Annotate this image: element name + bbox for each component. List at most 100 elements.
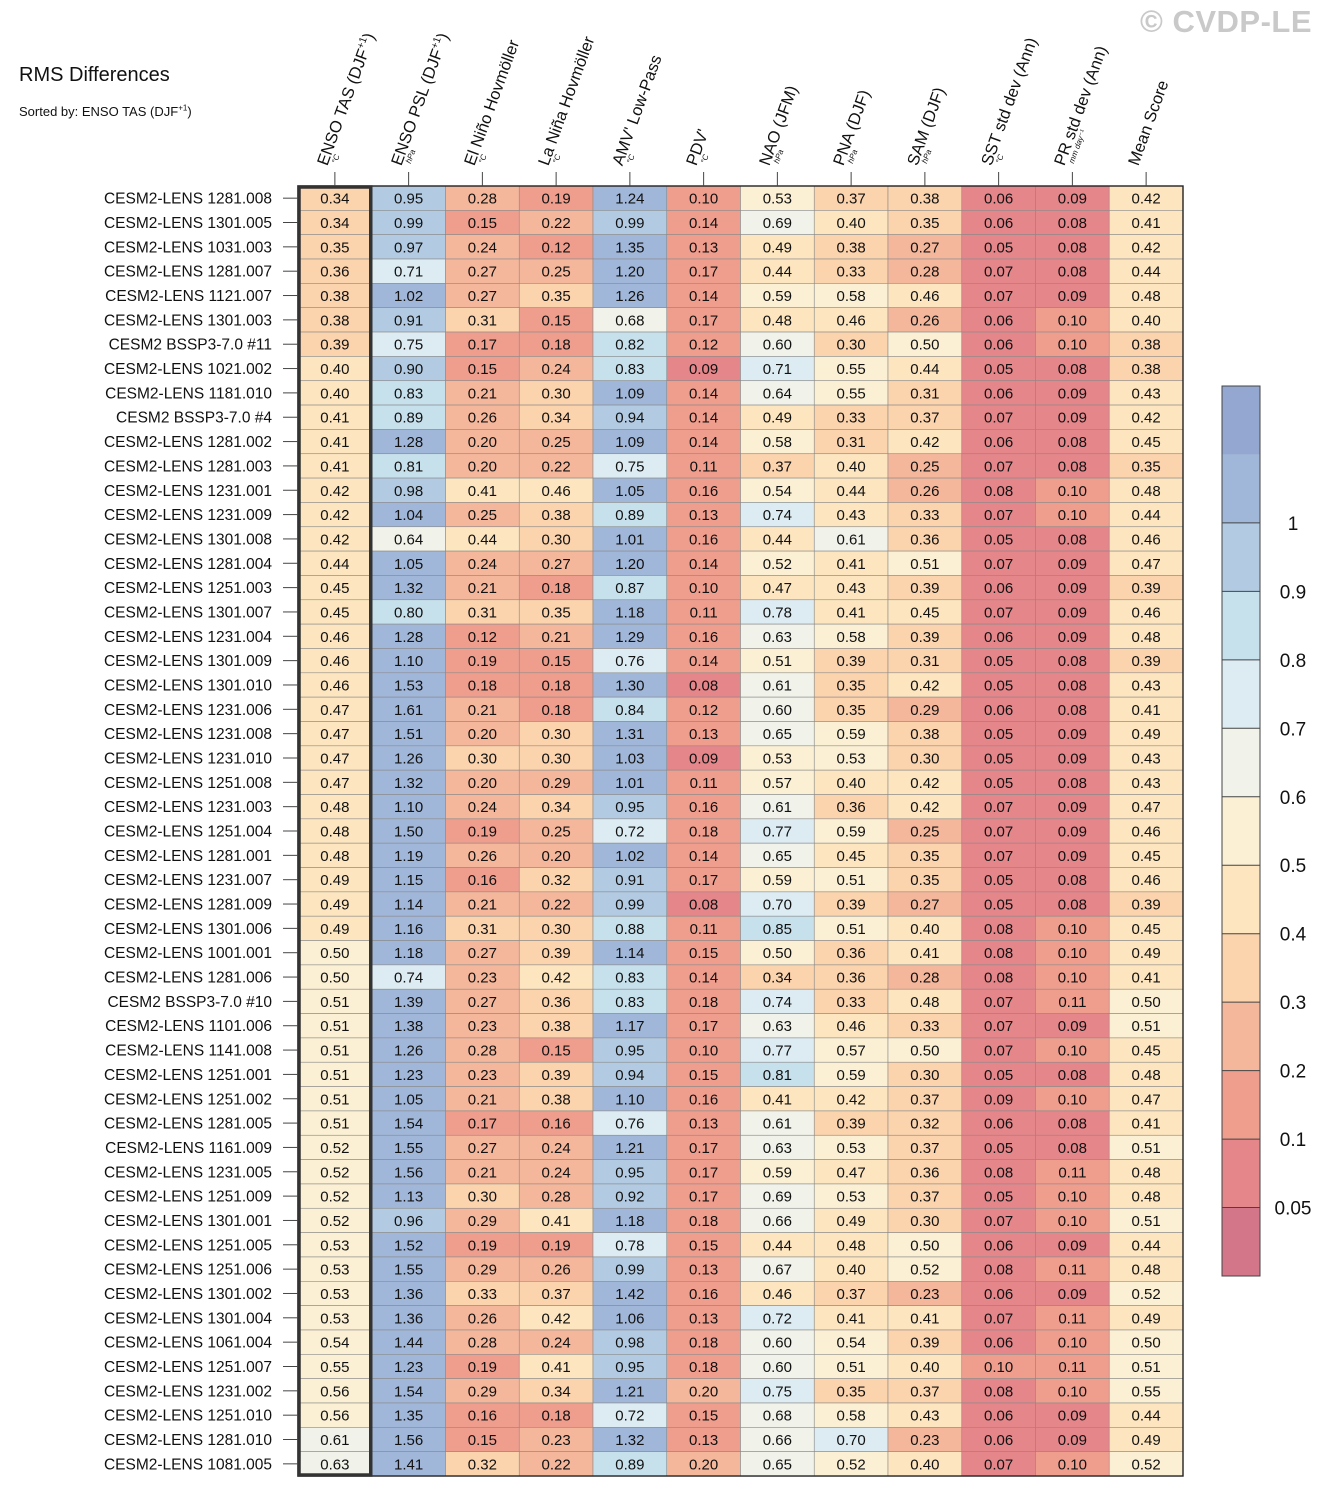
heatmap-cell [666, 915, 741, 941]
heatmap-cell [1035, 1256, 1110, 1282]
cell-value: 0.05 [984, 726, 1013, 743]
row-label: CESM2-LENS 1121.007 [105, 288, 272, 305]
heatmap-cell [1108, 234, 1184, 260]
cell-value: 0.18 [542, 677, 571, 694]
cell-value: 0.50 [910, 337, 939, 354]
colorbar-segment [1222, 865, 1260, 934]
cell-value: 0.41 [837, 1310, 866, 1327]
heatmap-cell [445, 380, 520, 406]
cell-value: 0.14 [689, 288, 718, 305]
cell-value: 0.53 [837, 1189, 866, 1206]
cell-value: 0.27 [468, 288, 497, 305]
cell-value: 0.24 [468, 799, 497, 816]
cell-value: 0.24 [468, 239, 497, 256]
heatmap-cell [666, 185, 741, 211]
cell-value: 0.60 [763, 702, 792, 719]
heatmap-cell [518, 599, 594, 625]
cell-value: 0.36 [320, 264, 349, 281]
cell-value: 0.09 [984, 1091, 1013, 1108]
cell-value: 0.16 [468, 872, 497, 889]
cell-value: 0.18 [689, 1213, 718, 1230]
cell-value: 0.89 [615, 1456, 644, 1473]
cell-value: 0.28 [542, 1189, 571, 1206]
heatmap-cell [592, 1134, 668, 1160]
cell-value: 0.31 [837, 434, 866, 451]
cell-value: 0.10 [1058, 1189, 1087, 1206]
heatmap-cell [740, 453, 815, 479]
cell-value: 0.64 [394, 531, 423, 548]
cell-value: 0.07 [984, 556, 1013, 573]
cell-value: 1.10 [394, 799, 423, 816]
cell-value: 0.34 [320, 215, 349, 232]
heatmap-cell [445, 842, 520, 868]
cell-value: 0.21 [468, 1164, 497, 1181]
colorbar: 0.05 0.1 0.2 0.3 0.4 0.5 0.6 0.7 0.8 0.9 1 [1221, 385, 1311, 1277]
heatmap-cell [887, 648, 963, 674]
cell-value: 0.31 [910, 653, 939, 670]
heatmap-cell [592, 1354, 668, 1379]
cell-value: 0.08 [1058, 215, 1087, 232]
cell-value: 0.58 [837, 629, 866, 646]
heatmap-cell [518, 721, 594, 747]
heatmap-cell [666, 1037, 741, 1063]
heatmap-cell [740, 1086, 815, 1112]
cell-value: 0.53 [763, 191, 792, 208]
heatmap-cell [961, 380, 1036, 406]
cell-value: 0.94 [615, 1067, 644, 1084]
heatmap-cell [887, 867, 963, 893]
heatmap-cell [740, 964, 815, 990]
cell-value: 0.35 [910, 848, 939, 865]
cell-value: 0.08 [1058, 1067, 1087, 1084]
cell-value: 0.39 [837, 897, 866, 914]
cell-value: 0.15 [468, 215, 497, 232]
cell-value: 0.20 [468, 726, 497, 743]
cell-value: 0.10 [689, 1043, 718, 1060]
heatmap-cell [445, 1110, 520, 1136]
heatmap-cell [740, 526, 815, 552]
heatmap-cell [666, 283, 741, 308]
cell-value: 0.24 [542, 1140, 571, 1157]
cell-value: 0.65 [763, 848, 792, 865]
colorbar-label: 0.2 [1280, 1062, 1306, 1083]
heatmap-cell [518, 818, 594, 844]
heatmap-cell [813, 818, 889, 844]
cell-value: 1.55 [394, 1262, 423, 1279]
cell-value: 0.15 [468, 1432, 497, 1449]
heatmap-cell [518, 769, 594, 795]
cell-value: 0.41 [1132, 702, 1161, 719]
cell-value: 0.11 [1058, 1359, 1086, 1376]
cell-value: 0.61 [837, 531, 866, 548]
cell-value: 0.40 [320, 385, 349, 402]
heatmap-cell [592, 502, 668, 528]
cell-value: 0.28 [468, 191, 497, 208]
cell-value: 0.08 [1058, 1140, 1087, 1157]
cell-value: 0.41 [468, 483, 497, 500]
cell-value: 1.32 [394, 580, 423, 597]
row-label: CESM2-LENS 1231.001 [104, 483, 272, 500]
heatmap-cell [297, 1451, 373, 1477]
cell-value: 0.08 [1058, 458, 1087, 475]
cell-value: 0.14 [689, 410, 718, 427]
heatmap-cell [666, 1305, 741, 1331]
cell-value: 0.10 [1058, 921, 1087, 938]
heatmap-cell [961, 1354, 1036, 1379]
heatmap-cell [297, 210, 373, 235]
heatmap-cell [740, 794, 815, 820]
heatmap-cell [1035, 1402, 1110, 1428]
heatmap-cell [1035, 210, 1110, 235]
heatmap-cell [813, 1110, 889, 1136]
cell-value: 0.46 [837, 1018, 866, 1035]
heatmap-cell [1108, 526, 1184, 552]
cell-value: 0.59 [763, 288, 792, 305]
cell-value: 0.31 [468, 312, 497, 329]
cell-value: 0.84 [615, 702, 644, 719]
heatmap-cell [887, 477, 963, 503]
cell-value: 0.12 [468, 629, 497, 646]
cell-value: 0.37 [763, 458, 792, 475]
row-label: CESM2-LENS 1281.008 [104, 191, 272, 208]
sorted-by-note: Sorted by: ENSO TAS (DJF+1) [19, 104, 192, 119]
cell-value: 0.09 [1058, 556, 1087, 573]
row-label: CESM2-LENS 1281.010 [104, 1432, 272, 1449]
cell-value: 0.47 [320, 775, 349, 792]
